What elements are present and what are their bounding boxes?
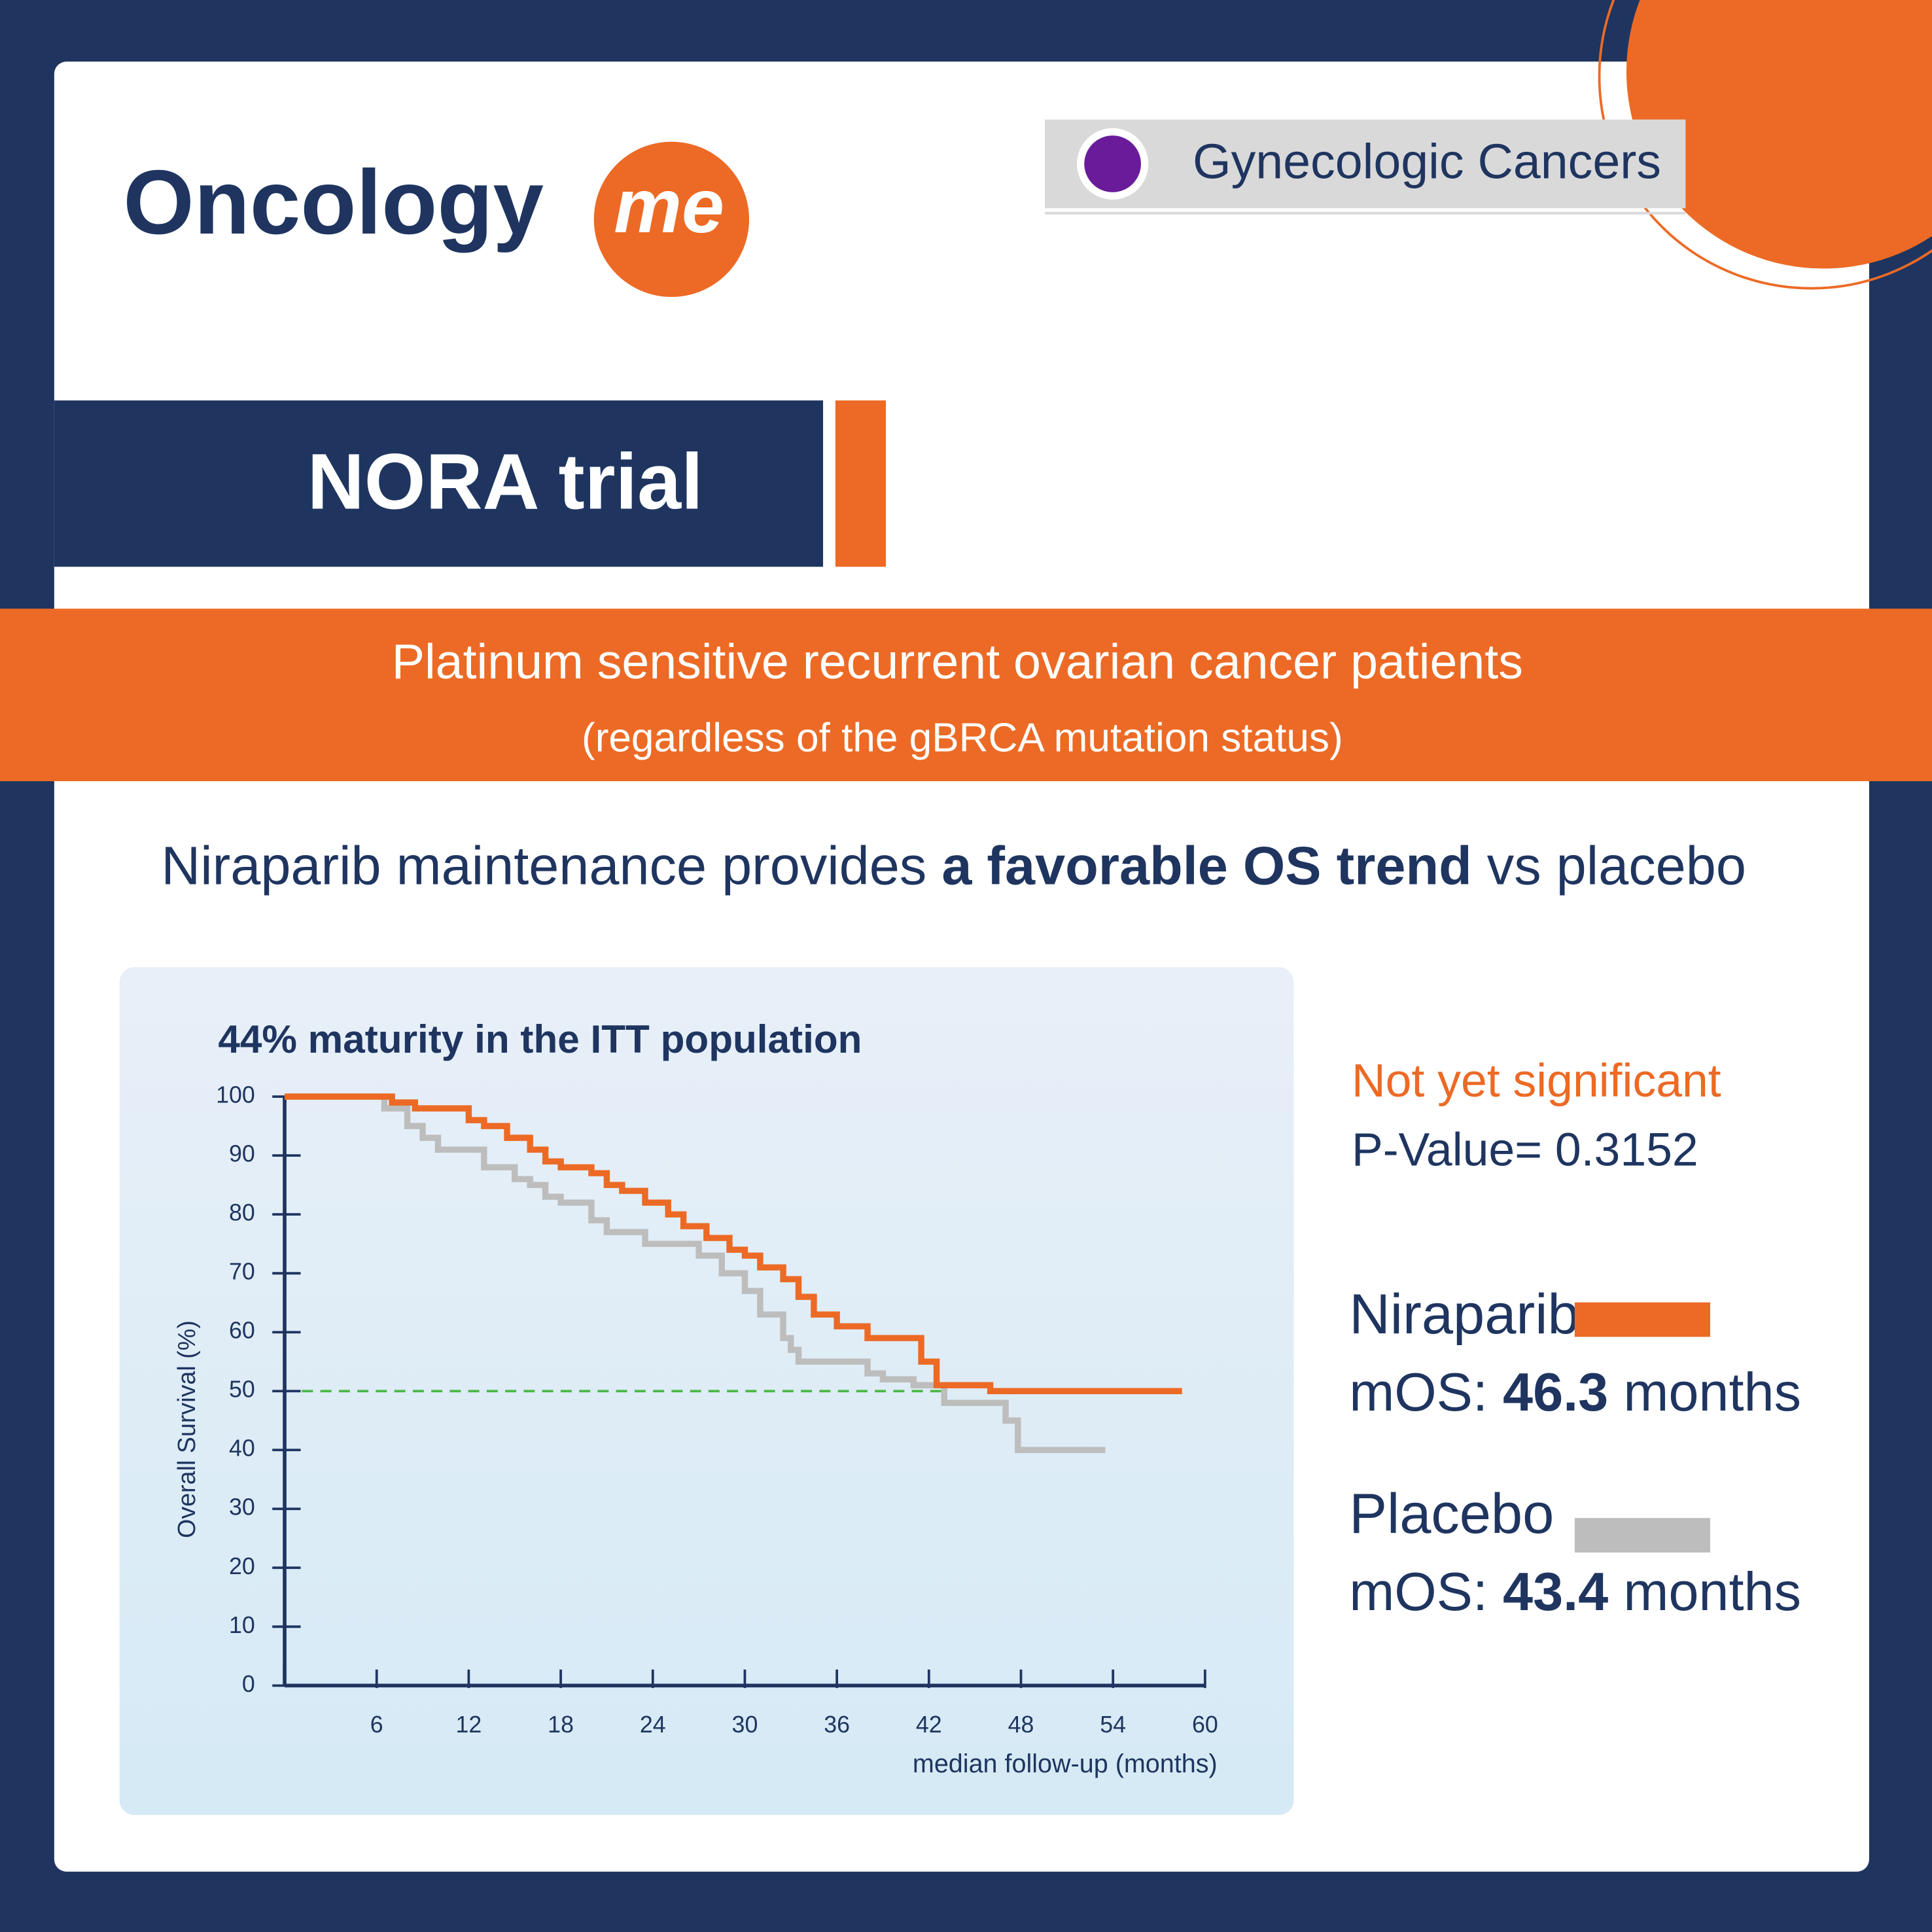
y-tick-label: 20	[229, 1553, 255, 1579]
category-tag	[1045, 119, 1686, 209]
headline-start: Niraparib maintenance provides	[161, 835, 926, 896]
logo-circle	[593, 141, 750, 297]
logo-text: Oncology	[123, 151, 544, 253]
y-tick-label: 30	[229, 1494, 255, 1520]
y-axis-label: Overall Survival (%)	[173, 1320, 200, 1538]
survival-line	[285, 1093, 1106, 1453]
significance: Not yet significant	[1352, 1055, 1721, 1107]
chart-title: 44% maturity in the ITT population	[218, 1017, 862, 1061]
population-band	[0, 608, 1932, 782]
y-tick-label: 70	[229, 1259, 255, 1285]
population-note: (regardless of the gBRCA mutation status…	[582, 715, 1343, 760]
legend-swatch	[1574, 1302, 1711, 1337]
y-tick-label: 80	[229, 1200, 255, 1226]
x-tick-label: 6	[370, 1712, 383, 1738]
category-icon	[1081, 133, 1144, 195]
x-tick-label: 60	[1192, 1712, 1218, 1738]
mos-label: mOS:	[1349, 1561, 1488, 1622]
x-axis-label: median follow-up (months)	[913, 1749, 1218, 1778]
median-os: mOS: 46.3 months	[1349, 1361, 1801, 1422]
median-os: mOS: 43.4 months	[1349, 1561, 1801, 1622]
x-tick-label: 18	[548, 1712, 574, 1738]
trial-accent	[835, 400, 887, 567]
decor-ring	[1598, 0, 1932, 290]
mos-value: 43.4	[1503, 1561, 1608, 1622]
mos-value: 46.3	[1503, 1361, 1608, 1422]
chart-panel	[119, 967, 1294, 1816]
x-tick-label: 54	[1100, 1712, 1126, 1738]
headline-end: vs placebo	[1487, 835, 1746, 896]
y-tick-label: 40	[229, 1435, 255, 1462]
decor-circle	[1626, 0, 1932, 269]
x-tick-label: 24	[640, 1712, 666, 1738]
population-line: Platinum sensitive recurrent ovarian can…	[392, 634, 1523, 689]
x-tick-label: 42	[916, 1712, 942, 1738]
x-tick-label: 12	[456, 1712, 482, 1738]
y-tick-label: 100	[216, 1082, 255, 1108]
trial-banner	[54, 400, 824, 567]
y-tick-label: 50	[229, 1377, 255, 1403]
x-tick-label: 36	[824, 1712, 850, 1738]
headline-emphasis: a favorable OS trend	[941, 835, 1471, 896]
legend-label: Niraparib	[1349, 1283, 1579, 1346]
survival-line	[285, 1093, 1182, 1394]
mos-label: mOS:	[1349, 1361, 1488, 1422]
legend-swatch	[1574, 1518, 1711, 1553]
p-value: P-Value= 0.3152	[1352, 1124, 1698, 1176]
y-tick-label: 90	[229, 1141, 255, 1167]
y-tick-label: 10	[229, 1612, 255, 1638]
category-label: Gynecologic Cancers	[1193, 133, 1661, 188]
x-tick-label: 30	[732, 1712, 758, 1738]
legend-label: Placebo	[1349, 1483, 1554, 1545]
headline: Niraparib maintenance provides a favorab…	[161, 835, 1746, 896]
trial-title: NORA trial	[307, 438, 703, 526]
y-tick-label: 0	[242, 1671, 255, 1697]
mos-unit: months	[1623, 1561, 1801, 1622]
plot: 0 10 20 30 40 50 60 70 80 90 100 6 12 18 24 30 36 42 48 54 6…	[216, 1082, 1218, 1738]
x-tick-label: 48	[1008, 1712, 1034, 1738]
logo-accent: me	[614, 163, 724, 249]
y-tick-label: 60	[229, 1318, 255, 1344]
mos-unit: months	[1623, 1361, 1801, 1422]
